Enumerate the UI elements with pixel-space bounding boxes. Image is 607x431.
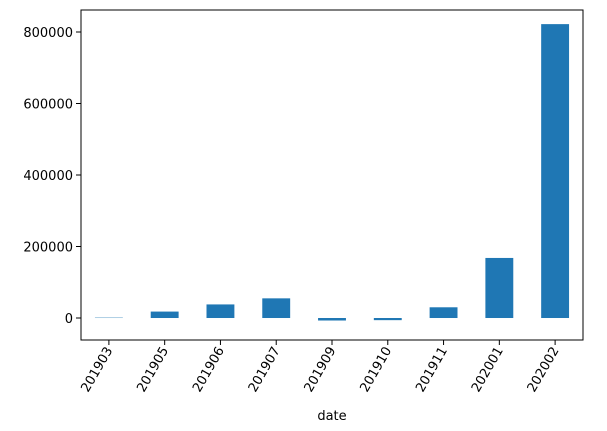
- y-tick-label: 400000: [23, 169, 73, 184]
- bar: [318, 318, 346, 321]
- plot-frame: [80, 9, 584, 341]
- bar: [541, 24, 570, 319]
- x-tick-label: 201903: [79, 345, 117, 395]
- x-tick-label: 201909: [302, 345, 340, 395]
- x-tick-label: 201911: [413, 345, 451, 395]
- x-tick-label: 201905: [134, 345, 172, 395]
- x-tick-label: 202001: [469, 345, 507, 395]
- x-tick-label: 202002: [525, 345, 563, 395]
- bar: [150, 311, 179, 319]
- x-tick-label: 201910: [357, 345, 395, 395]
- y-tick-label: 600000: [23, 97, 73, 112]
- y-tick-label: 200000: [23, 241, 73, 256]
- x-tick-label: 201907: [246, 345, 284, 395]
- y-tick-label: 800000: [23, 26, 73, 41]
- y-tick-label: 0: [65, 312, 73, 327]
- x-tick-label: 201906: [190, 345, 228, 395]
- bar: [262, 298, 291, 319]
- bar: [373, 318, 402, 321]
- bar: [485, 257, 514, 319]
- bar: [206, 304, 235, 319]
- x-axis-label: date: [317, 409, 346, 424]
- bar: [429, 307, 458, 319]
